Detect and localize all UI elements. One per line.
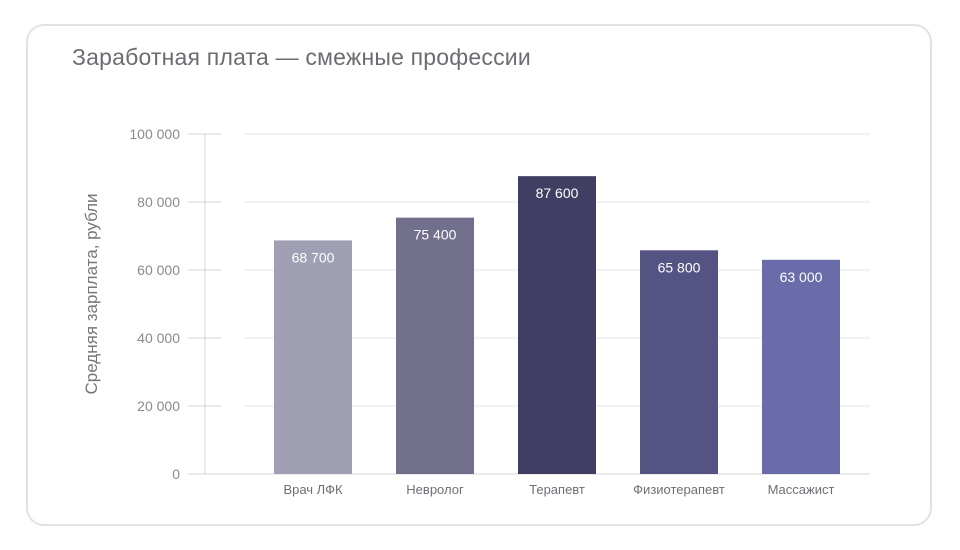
y-tick-label: 60 000 xyxy=(137,262,180,278)
bar xyxy=(518,176,596,474)
bar-value-label: 63 000 xyxy=(780,269,823,285)
y-tick-label: 100 000 xyxy=(129,126,180,142)
bar-value-label: 68 700 xyxy=(292,249,335,265)
y-tick-label: 0 xyxy=(172,466,180,482)
x-category-label: Врач ЛФК xyxy=(283,482,342,497)
x-category-label: Невролог xyxy=(406,482,464,497)
y-tick-label: 40 000 xyxy=(137,330,180,346)
y-tick-label: 80 000 xyxy=(137,194,180,210)
bar xyxy=(640,250,718,474)
bar xyxy=(274,240,352,474)
bar-value-label: 87 600 xyxy=(536,185,579,201)
bar-value-label: 75 400 xyxy=(414,227,457,243)
x-category-label: Физиотерапевт xyxy=(633,482,725,497)
y-tick-label: 20 000 xyxy=(137,398,180,414)
x-axis-categories: Врач ЛФК Невролог Терапевт Физиотерапевт Мас… xyxy=(283,482,834,497)
chart-title: Заработная плата — смежные профессии xyxy=(72,44,531,70)
bar-value-label: 65 800 xyxy=(658,259,701,275)
bar xyxy=(396,217,474,474)
bar xyxy=(762,259,840,474)
y-axis-ticks: 0 20 000 40 000 60 000 80 000 100 000 xyxy=(129,126,221,482)
bars: 68 700 75 400 87 600 65 800 63 000 xyxy=(274,176,840,474)
x-category-label: Массажист xyxy=(768,482,835,497)
x-category-label: Терапевт xyxy=(529,482,585,497)
